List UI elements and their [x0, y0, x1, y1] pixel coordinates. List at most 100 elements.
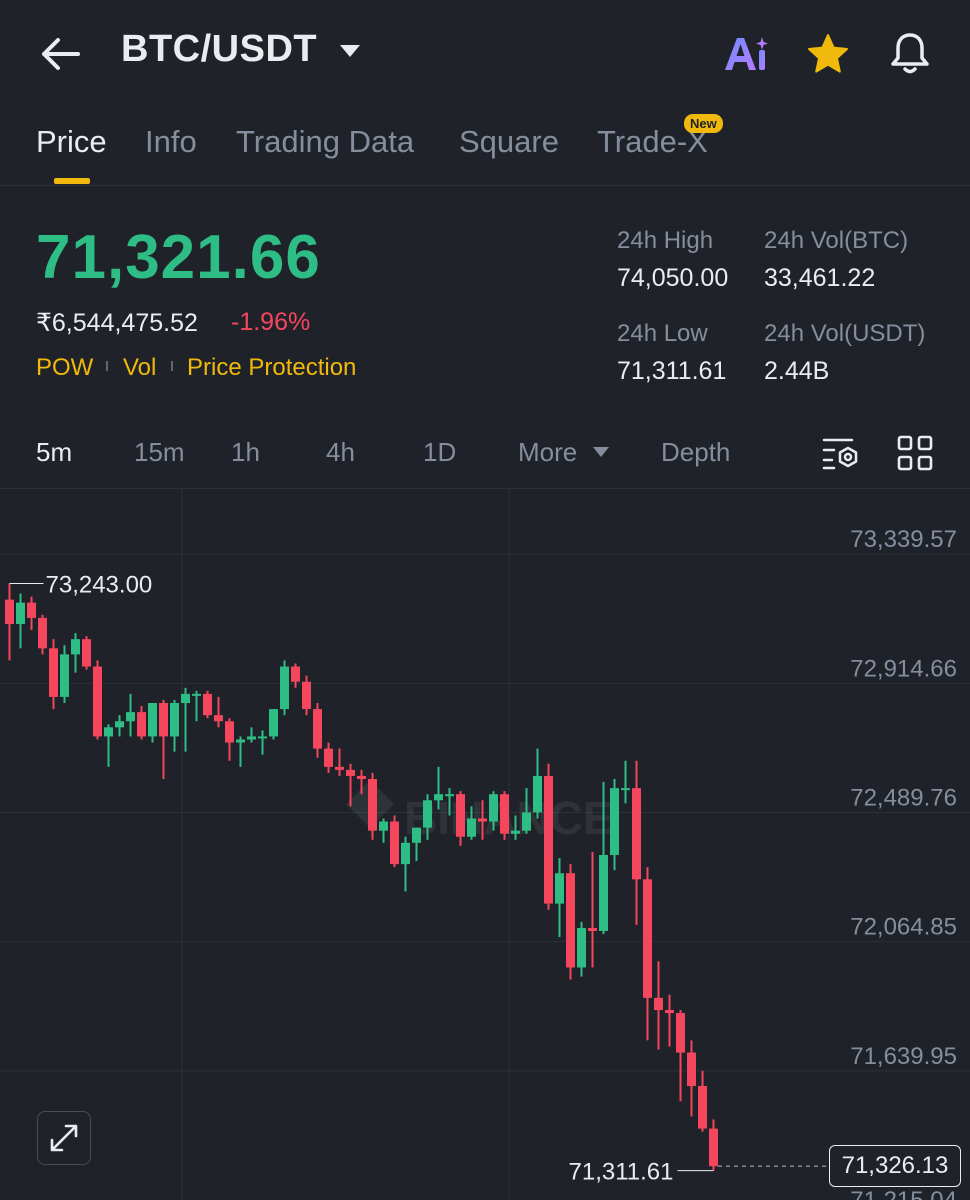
pair-title[interactable]: BTC/USDT: [121, 28, 318, 70]
candle-body: [522, 812, 531, 831]
bell-icon[interactable]: [888, 30, 932, 76]
candle: [533, 748, 542, 819]
tag-vol[interactable]: Vol: [123, 354, 157, 381]
candle: [577, 921, 586, 977]
candle: [709, 1119, 718, 1171]
star-icon[interactable]: [806, 32, 850, 76]
candle: [544, 763, 553, 910]
candle: [445, 788, 454, 816]
candle-body: [324, 748, 333, 767]
candle-body: [467, 818, 476, 837]
interval-4h[interactable]: 4h: [326, 437, 355, 467]
tag-separator: [106, 361, 108, 371]
interval-1h[interactable]: 1h: [231, 437, 260, 467]
tab-info[interactable]: Info: [145, 124, 197, 159]
tag-price-protection[interactable]: Price Protection: [187, 354, 357, 381]
candle-body: [71, 639, 80, 655]
candle: [698, 1070, 707, 1132]
last-price: 71,321.66: [36, 223, 321, 292]
tag-pow[interactable]: POW: [36, 354, 94, 381]
candle-body: [225, 721, 234, 743]
candle-body: [357, 775, 366, 779]
candle-body: [676, 1013, 685, 1053]
candle: [665, 994, 674, 1047]
tab-price[interactable]: Price: [36, 124, 107, 159]
interval-more[interactable]: More: [518, 437, 578, 467]
candle-body: [16, 602, 25, 624]
candle: [511, 815, 520, 840]
candle-body: [643, 879, 652, 998]
more-caret-icon[interactable]: [593, 447, 609, 457]
stat-high-label: 24h High: [617, 227, 714, 254]
candle-body: [302, 681, 311, 710]
candle: [137, 706, 146, 740]
y-tick-label: 71,639.95: [850, 1043, 957, 1070]
candle: [126, 693, 135, 737]
stat-vol-btc-value: 33,461.22: [764, 264, 876, 292]
candle: [313, 703, 322, 758]
interval-1d[interactable]: 1D: [423, 437, 457, 467]
candle: [104, 724, 113, 767]
candle-body: [82, 639, 91, 667]
candle-body: [599, 854, 608, 931]
depth-tab[interactable]: Depth: [661, 437, 731, 467]
candle: [192, 690, 201, 722]
candle: [478, 800, 487, 840]
price-change: -1.96%: [231, 308, 311, 336]
candle: [71, 633, 80, 673]
candle: [390, 815, 399, 868]
candle-body: [214, 715, 223, 722]
candle-body: [489, 794, 498, 822]
candle-body: [500, 794, 509, 834]
stat-vol-btc-label: 24h Vol(BTC): [764, 227, 909, 254]
interval-15m[interactable]: 15m: [134, 437, 185, 467]
y-tick-label: 72,064.85: [850, 914, 957, 941]
candle-body: [5, 599, 14, 624]
ai-icon[interactable]: [722, 34, 772, 74]
y-tick-label: 71,215.04: [850, 1187, 957, 1200]
candles: [5, 583, 718, 1171]
chart-grid: [0, 489, 970, 1200]
y-tick-label: 72,489.76: [850, 785, 957, 812]
candle-body: [511, 830, 520, 834]
chevron-down-icon[interactable]: [340, 45, 360, 57]
candle: [368, 772, 377, 840]
layout-grid-icon[interactable]: [896, 434, 934, 472]
candle-body: [60, 654, 69, 697]
candlestick-chart[interactable]: BINANCE 73,339.57 72,914.66 72,489.76 72,06…: [0, 489, 970, 1200]
stat-vol-usdt-label: 24h Vol(USDT): [764, 320, 926, 347]
back-arrow-icon[interactable]: [36, 32, 84, 76]
tab-square[interactable]: Square: [459, 124, 559, 159]
candle: [335, 748, 344, 776]
fiat-price: ₹6,544,475.52: [36, 309, 198, 337]
expand-chart-button[interactable]: [37, 1111, 91, 1165]
candle: [225, 718, 234, 761]
chart-settings-icon[interactable]: [822, 434, 862, 472]
candle-body: [346, 769, 355, 776]
candle: [82, 636, 91, 670]
candle: [676, 1010, 685, 1102]
candle: [621, 760, 630, 804]
y-tick-label: 72,914.66: [850, 655, 957, 682]
active-tab-indicator: [54, 178, 90, 184]
candle: [379, 818, 388, 843]
tabs-divider: [0, 185, 970, 186]
chart-top-divider: [0, 488, 970, 489]
interval-5m[interactable]: 5m: [36, 437, 73, 467]
candle-body: [38, 617, 47, 649]
candle: [588, 851, 597, 968]
candle: [258, 730, 267, 755]
candle: [434, 766, 443, 810]
candle: [489, 791, 498, 831]
candle: [16, 593, 25, 649]
candle: [654, 961, 663, 1050]
candle: [346, 763, 355, 807]
candle: [247, 727, 256, 743]
tab-trading-data[interactable]: Trading Data: [236, 124, 415, 159]
candle-body: [170, 703, 179, 737]
candle: [269, 709, 278, 740]
candle-body: [104, 727, 113, 737]
candle: [38, 614, 47, 655]
candle-body: [258, 736, 267, 739]
candle-body: [335, 766, 344, 770]
